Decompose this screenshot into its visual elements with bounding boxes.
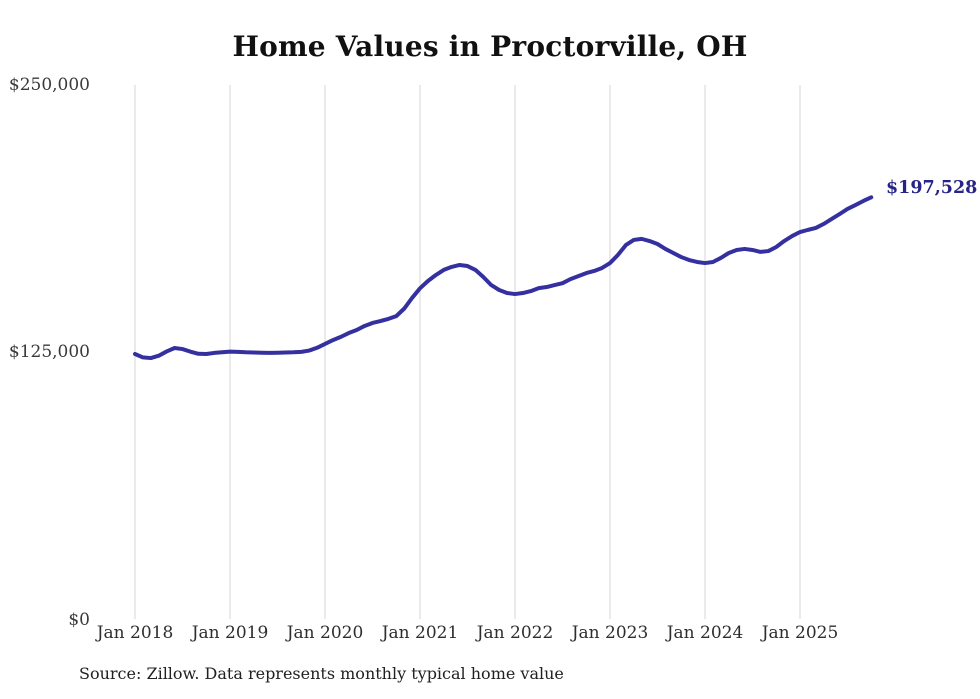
x-axis-tick-jan-2022: Jan 2022: [476, 623, 554, 643]
x-axis-tick-jan-2021: Jan 2021: [381, 623, 459, 643]
x-axis-tick-jan-2024: Jan 2024: [666, 623, 744, 643]
chart-title: Home Values in Proctorville, OH: [232, 30, 748, 63]
x-axis-tick-jan-2020: Jan 2020: [286, 623, 364, 643]
x-axis-tick-jan-2019: Jan 2019: [191, 623, 269, 643]
y-axis-tick-125000: $125,000: [8, 342, 90, 362]
x-axis-tick-jan-2018: Jan 2018: [96, 623, 174, 643]
x-axis-tick-jan-2023: Jan 2023: [571, 623, 649, 643]
x-axis-tick-jan-2025: Jan 2025: [761, 623, 839, 643]
y-axis-tick-0: $0: [68, 610, 90, 630]
source-note: Source: Zillow. Data represents monthly …: [79, 664, 564, 683]
latest-value-label: $197,528: [886, 178, 978, 198]
y-axis-tick-250000: $250,000: [8, 75, 90, 95]
